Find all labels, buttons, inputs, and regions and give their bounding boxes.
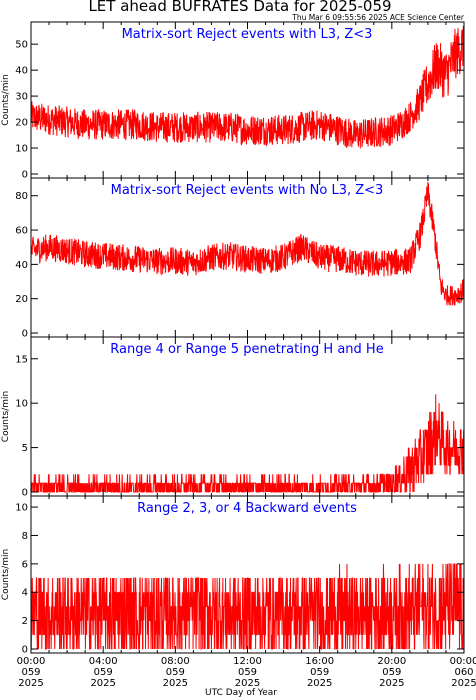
y-tick-label: 60 bbox=[15, 226, 28, 237]
x-tick-label: 08:00 bbox=[161, 656, 190, 667]
x-tick-label: 2025 bbox=[163, 678, 188, 689]
x-tick-label: 20:00 bbox=[377, 656, 406, 667]
chart-title: LET ahead BUFRATES Data for 2025-059 bbox=[88, 0, 391, 15]
x-tick-label: 12:00 bbox=[233, 656, 262, 667]
x-tick-label: 16:00 bbox=[305, 656, 334, 667]
x-tick-label: 2025 bbox=[235, 678, 260, 689]
y-tick-label: 80 bbox=[15, 191, 28, 202]
y-tick-label: 5 bbox=[22, 443, 28, 454]
x-axis-title: UTC Day of Year bbox=[205, 688, 277, 698]
y-tick-label: 2 bbox=[22, 616, 28, 627]
x-tick-label: 059 bbox=[166, 667, 185, 678]
y-tick-label: 0 bbox=[22, 329, 28, 340]
panel-1: 0 10 20 30 40 50 Matrix-sort Reject events wit… bbox=[1, 21, 465, 181]
y-tick-label: 20 bbox=[15, 294, 28, 305]
y-tick-label: 10 bbox=[15, 503, 28, 514]
y-tick-label: 4 bbox=[22, 588, 28, 599]
y-axis-title: Counts/min bbox=[1, 74, 11, 125]
x-tick-label: 2025 bbox=[451, 678, 476, 689]
y-tick-label: 10 bbox=[15, 399, 28, 410]
y-tick-label: 40 bbox=[15, 66, 28, 77]
x-tick-label: 059 bbox=[310, 667, 329, 678]
x-tick-label: 059 bbox=[382, 667, 401, 678]
panel-4: 0 2 4 6 8 10 Range 2, 3, or 4 Backward events C… bbox=[1, 495, 465, 656]
x-axis-labels: 00:00059202504:00059202508:00059202512:0… bbox=[17, 656, 476, 689]
y-tick-label: 0 bbox=[22, 645, 28, 656]
y-tick-label: 30 bbox=[15, 92, 28, 103]
x-tick-label: 060 bbox=[454, 667, 473, 678]
panel-title: Matrix-sort Reject events with No L3, Z<… bbox=[111, 183, 384, 198]
y-tick-label: 0 bbox=[22, 170, 28, 181]
y-tick-label: 40 bbox=[15, 260, 28, 271]
x-tick-label: 2025 bbox=[90, 678, 115, 689]
y-tick-label: 8 bbox=[22, 531, 28, 542]
x-tick-label: 2025 bbox=[379, 678, 404, 689]
x-tick-label: 059 bbox=[94, 667, 113, 678]
x-tick-label: 00:00 bbox=[17, 656, 46, 667]
x-tick-label: 00:00 bbox=[450, 656, 476, 667]
x-tick-label: 04:00 bbox=[89, 656, 118, 667]
x-tick-label: 059 bbox=[238, 667, 257, 678]
panel-title: Matrix-sort Reject events with L3, Z<3 bbox=[122, 27, 373, 42]
series-line-panel-1 bbox=[31, 25, 464, 149]
panel-title: Range 4 or Range 5 penetrating H and He bbox=[110, 342, 383, 357]
y-tick-label: 0 bbox=[22, 488, 28, 499]
x-tick-label: 2025 bbox=[307, 678, 332, 689]
x-tick-label: 059 bbox=[21, 667, 40, 678]
y-tick-label: 10 bbox=[15, 144, 28, 155]
x-tick-label: 2025 bbox=[18, 678, 43, 689]
panel-title: Range 2, 3, or 4 Backward events bbox=[137, 501, 357, 516]
y-tick-label: 50 bbox=[15, 40, 28, 51]
y-tick-label: 15 bbox=[15, 354, 28, 365]
y-axis-title: Counts/min bbox=[1, 549, 11, 600]
series-line-panel-2 bbox=[31, 181, 464, 306]
timestamp-label: Thu Mar 6 09:55:56 2025 ACE Science Cent… bbox=[291, 13, 465, 22]
y-tick-label: 20 bbox=[15, 118, 28, 129]
y-tick-label: 6 bbox=[22, 559, 28, 570]
y-axis-title: Counts/min bbox=[1, 391, 11, 442]
